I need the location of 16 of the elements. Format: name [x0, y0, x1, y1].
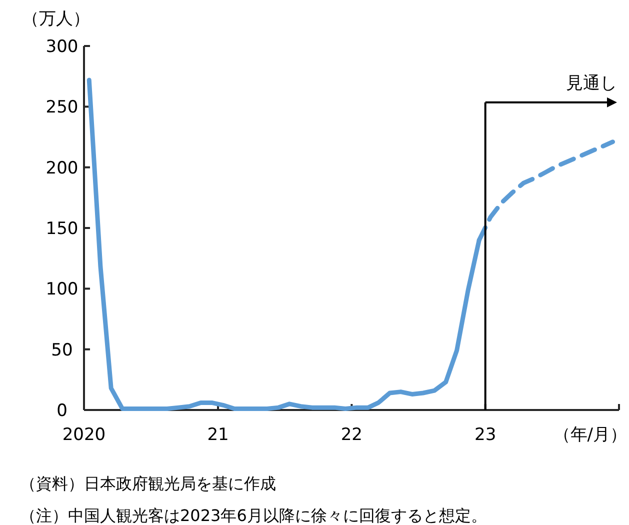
ref-line-label: 見通し — [566, 73, 617, 94]
x-tick-label: 23 — [474, 425, 496, 445]
y-axis-title: （万人） — [22, 9, 90, 29]
y-tick-label: 150 — [46, 219, 78, 239]
y-tick-label: 250 — [46, 98, 78, 118]
x-tick-label: 2020 — [62, 425, 106, 445]
y-tick-label: 50 — [51, 340, 73, 360]
y-tick-label: 100 — [46, 280, 78, 300]
x-tick-label: 22 — [340, 425, 363, 445]
x-tick-label: 21 — [207, 425, 229, 445]
y-tick-label: 0 — [56, 401, 68, 421]
text: （注）中国人観光客は2023年6月以降に徐々に回復すると想定。 — [20, 506, 487, 525]
y-tick-label: 300 — [46, 37, 78, 57]
x-axis-title: （年/月） — [553, 425, 627, 445]
y-tick-label: 200 — [46, 158, 78, 178]
text: （資料）日本政府観光局を基に作成 — [20, 474, 276, 493]
